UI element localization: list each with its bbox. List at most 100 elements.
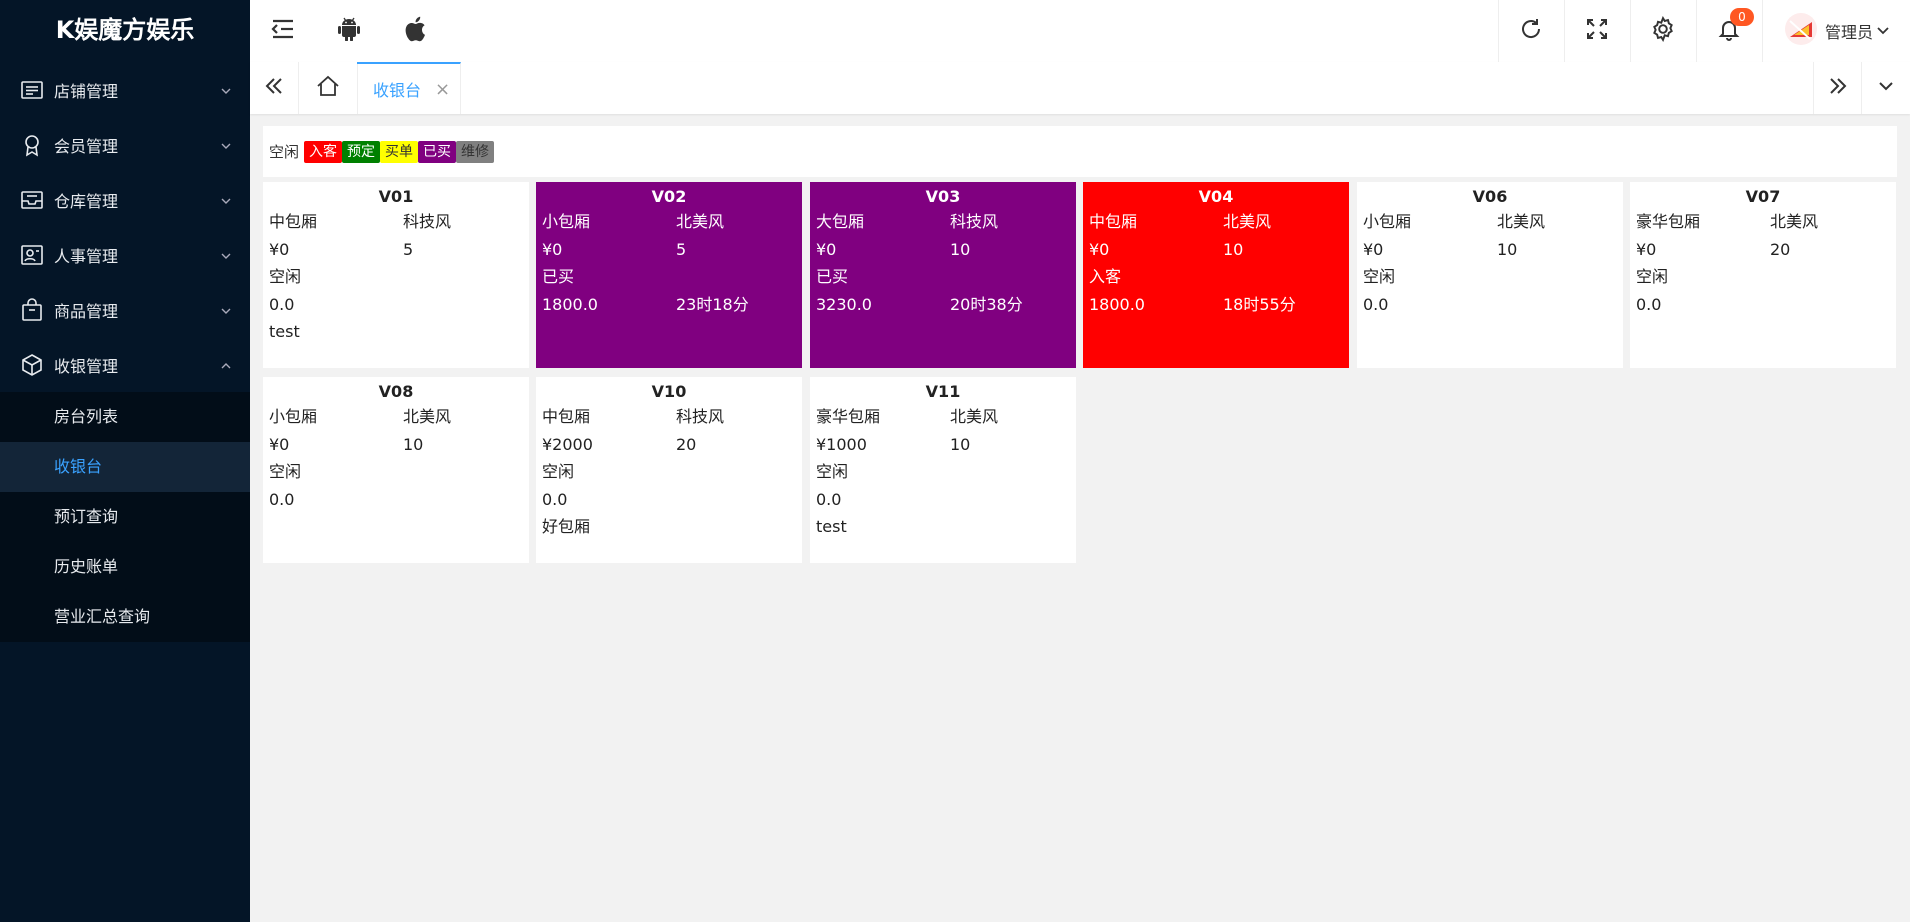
close-icon[interactable]: × [435,78,451,100]
room-type: 豪华包厢 [816,407,881,426]
room-card[interactable]: V06 小包厢 北美风 ¥0 10 空闲 0.0 [1357,182,1623,368]
tab-home[interactable] [298,62,358,114]
user-name: 管理员 [1824,23,1873,42]
room-status: 空闲 [269,267,302,286]
room-name: V11 [925,382,961,401]
ios-app-button[interactable] [382,0,448,62]
menu-cashier[interactable]: 收银管理 [0,337,250,392]
room-card[interactable]: V08 小包厢 北美风 ¥0 10 空闲 0.0 [263,377,529,563]
legend-chip-reserved: 预定 [342,140,381,163]
chevron-down-icon [1876,24,1890,38]
room-amount: 0.0 [1363,294,1389,314]
room-note [816,318,1070,346]
chevron-down-icon [220,192,232,204]
room-duration [403,291,523,319]
menu-member[interactable]: 会员管理 [0,117,250,172]
room-style: 北美风 [1770,212,1819,231]
room-card[interactable]: V07 豪华包厢 北美风 ¥0 20 空闲 0.0 [1630,182,1896,368]
menu-goods[interactable]: 商品管理 [0,282,250,337]
room-note [542,318,796,346]
room-price: ¥0 [269,434,290,454]
room-capacity: 10 [1497,239,1518,259]
fullscreen-icon [1586,18,1608,44]
room-capacity: 20 [1770,239,1791,259]
legend-chip-checkout: 买单 [380,140,419,163]
room-price: ¥0 [1636,239,1657,259]
submenu-history-bills[interactable]: 历史账单 [54,557,119,576]
room-card[interactable]: V10 中包厢 科技风 ¥2000 20 空闲 0.0 好包厢 [536,377,802,563]
indent-icon [270,18,296,44]
room-type: 大包厢 [816,212,865,231]
tab-scroll-left-button[interactable] [250,62,298,114]
menu-hr-label: 人事管理 [54,246,119,266]
bag-icon [20,297,44,322]
room-card[interactable]: V01 中包厢 科技风 ¥0 5 空闲 0.0 test [263,182,529,368]
room-price: ¥0 [542,239,563,259]
user-menu[interactable]: 管理员 [1761,0,1910,62]
room-duration: 18时55分 [1223,294,1296,314]
room-duration [403,486,523,514]
legend-chip-occupied: 入客 [304,140,343,163]
room-capacity: 10 [1223,239,1244,259]
legend-chip-maintenance: 维修 [456,140,495,163]
sidebar-toggle-button[interactable] [250,0,316,62]
room-card[interactable]: V03 大包厢 科技风 ¥0 10 已买 3230.0 20时38分 [810,182,1076,368]
gear-icon [1650,15,1676,46]
tab-cashier[interactable]: 收银台 × [357,62,461,114]
menu-hr[interactable]: 人事管理 [0,227,250,282]
submenu-business-summary[interactable]: 营业汇总查询 [54,607,151,626]
room-type: 小包厢 [269,407,318,426]
room-card[interactable]: V11 豪华包厢 北美风 ¥1000 10 空闲 0.0 test [810,377,1076,563]
room-note: test [269,322,300,341]
room-type: 中包厢 [542,407,591,426]
menu-goods-label: 商品管理 [54,301,119,321]
fullscreen-button[interactable] [1563,0,1630,62]
room-amount: 1800.0 [542,294,598,314]
room-price: ¥0 [269,239,290,259]
room-style: 北美风 [1223,212,1272,231]
room-style: 科技风 [950,212,999,231]
room-amount: 0.0 [269,294,295,314]
submenu-room-list[interactable]: 房台列表 [54,407,119,426]
menu-warehouse-label: 仓库管理 [54,191,119,211]
room-card[interactable]: V04 中包厢 北美风 ¥0 10 入客 1800.0 18时55分 [1083,182,1349,368]
apple-icon [404,16,426,46]
submenu-booking-query[interactable]: 预订查询 [54,507,119,526]
android-app-button[interactable] [316,0,382,62]
chevron-down-icon [220,82,232,94]
notifications-button[interactable]: 0 [1695,0,1762,62]
chevron-down-icon [1878,78,1894,98]
submenu-cashier[interactable]: 收银台 [0,442,250,492]
inbox-icon [20,188,44,212]
settings-button[interactable] [1629,0,1696,62]
room-style: 科技风 [676,407,725,426]
room-capacity: 10 [950,434,971,454]
room-amount: 0.0 [816,489,842,509]
room-card[interactable]: V02 小包厢 北美风 ¥0 5 已买 1800.0 23时18分 [536,182,802,368]
room-style: 北美风 [950,407,999,426]
menu-warehouse[interactable]: 仓库管理 [0,172,250,227]
room-status: 空闲 [1636,267,1669,286]
tab-scroll-right-button[interactable] [1813,62,1862,114]
medal-icon [20,133,44,157]
room-name: V07 [1745,187,1781,206]
home-icon [316,75,340,101]
room-status: 空闲 [816,462,849,481]
room-type: 小包厢 [1363,212,1412,231]
refresh-button[interactable] [1497,0,1564,62]
menu-member-label: 会员管理 [54,136,119,156]
brand-title: K娱魔方娱乐 [55,16,195,44]
menu-store[interactable]: 店铺管理 [0,62,250,117]
room-duration [950,486,1070,514]
room-style: 北美风 [403,407,452,426]
room-style: 北美风 [1497,212,1546,231]
tab-options-button[interactable] [1861,62,1910,114]
room-price: ¥2000 [542,434,593,454]
room-amount: 1800.0 [1089,294,1145,314]
refresh-icon [1519,17,1543,45]
status-legend: 空闲 入客 预定 买单 已买 维修 [263,126,1897,177]
tab-bar: 收银台 × [250,62,1910,114]
room-price: ¥0 [1363,239,1384,259]
room-name: V04 [1198,187,1234,206]
chevron-up-icon [220,357,232,369]
